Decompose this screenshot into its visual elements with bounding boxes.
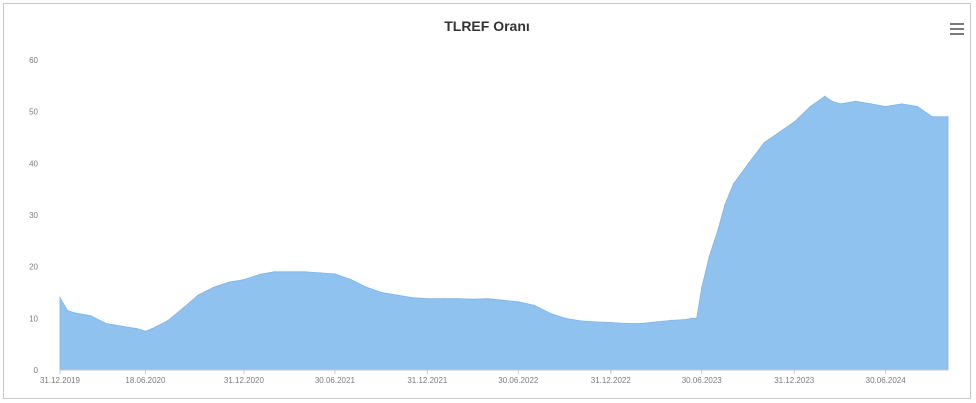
data-point — [916, 105, 918, 108]
data-point — [839, 103, 842, 105]
data-point — [533, 304, 536, 306]
data-point — [273, 271, 275, 273]
data-point — [259, 273, 261, 275]
data-point — [686, 318, 688, 320]
data-point — [610, 321, 612, 324]
data-point — [426, 298, 428, 300]
y-tick-label: 50 — [29, 108, 38, 117]
data-point — [350, 279, 352, 281]
data-point — [411, 297, 413, 299]
data-point — [136, 328, 138, 330]
x-tick-label: 31.12.2020 — [224, 376, 265, 385]
data-point — [626, 322, 628, 325]
data-point — [66, 310, 69, 312]
data-point — [487, 298, 489, 300]
data-point — [59, 297, 61, 299]
data-point — [724, 204, 726, 206]
data-point — [931, 116, 934, 118]
data-point — [366, 286, 368, 288]
y-tick-label: 20 — [29, 263, 38, 272]
data-point — [151, 328, 153, 330]
x-tick-label: 31.12.2019 — [40, 376, 81, 385]
data-point — [166, 320, 169, 322]
y-tick-label: 40 — [29, 159, 38, 168]
data-point — [197, 294, 199, 296]
data-point — [120, 325, 122, 327]
data-point — [691, 317, 693, 319]
data-point — [334, 273, 336, 275]
data-point — [580, 320, 582, 322]
data-point — [747, 162, 750, 164]
data-point — [717, 229, 719, 232]
data-point — [885, 105, 887, 108]
data-point — [708, 255, 710, 257]
data-point — [289, 271, 291, 273]
data-point — [213, 286, 215, 288]
x-tick-label: 31.12.2021 — [407, 376, 448, 385]
data-point — [595, 321, 597, 323]
data-point — [182, 307, 184, 309]
data-point — [809, 105, 811, 108]
data-point — [243, 279, 245, 281]
data-point — [696, 317, 698, 319]
data-point — [549, 312, 551, 314]
data-point — [870, 103, 872, 105]
x-tick-label: 30.06.2024 — [866, 376, 907, 385]
data-point — [472, 298, 474, 300]
y-tick-label: 60 — [29, 56, 38, 65]
data-point — [901, 103, 903, 105]
data-point — [304, 271, 306, 273]
data-point — [144, 330, 146, 332]
data-point — [503, 299, 505, 301]
data-point — [732, 183, 735, 185]
data-point — [671, 319, 673, 321]
data-point — [763, 142, 765, 144]
data-point — [640, 322, 642, 325]
chart-title: TLREF Oranı — [444, 18, 530, 34]
y-tick-label: 10 — [29, 314, 38, 323]
data-point — [947, 116, 949, 118]
data-point — [75, 312, 77, 314]
x-tick-label: 18.06.2020 — [125, 376, 166, 385]
series-area — [59, 95, 949, 371]
y-tick-label: 30 — [29, 211, 38, 220]
y-tick-label: 0 — [34, 366, 39, 375]
x-tick-label: 31.12.2022 — [591, 376, 632, 385]
data-point — [793, 121, 795, 123]
data-point — [228, 281, 230, 283]
chart-menu-icon[interactable] — [950, 23, 964, 37]
x-tick-label: 30.06.2023 — [682, 376, 723, 385]
data-point — [778, 131, 780, 133]
data-point — [319, 272, 321, 274]
x-tick-label: 30.06.2021 — [315, 376, 356, 385]
data-point — [831, 100, 833, 102]
x-tick-label: 30.06.2022 — [498, 376, 539, 385]
data-point — [442, 298, 444, 300]
data-point — [105, 322, 107, 325]
data-point — [90, 315, 92, 317]
data-point — [456, 298, 459, 300]
data-point — [517, 301, 519, 303]
data-point — [655, 321, 658, 323]
data-point — [824, 95, 826, 97]
data-point — [381, 291, 383, 294]
x-tick-label: 31.12.2023 — [774, 376, 815, 385]
data-point — [854, 100, 857, 102]
data-point — [701, 286, 703, 288]
data-point — [396, 294, 398, 296]
data-point — [564, 317, 566, 319]
